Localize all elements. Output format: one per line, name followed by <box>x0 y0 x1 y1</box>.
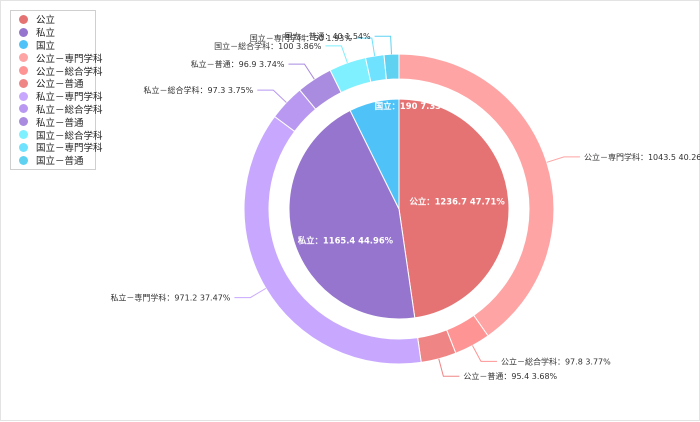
legend-item[interactable]: 私立－専門学科 <box>11 90 103 103</box>
legend-swatch <box>19 91 28 101</box>
legend-label: 公立－専門学科 <box>36 53 103 65</box>
legend-label: 国立－専門学科 <box>36 143 103 155</box>
leader-line-4 <box>257 89 287 103</box>
legend-item[interactable]: 国立－専門学科 <box>11 141 103 154</box>
outer-slice-label-7: 国立－専門学科：50 1.93% <box>250 33 353 43</box>
outer-slice-label-6: 国立－総合学科：100 3.86% <box>214 41 322 51</box>
inner-slice-1[interactable] <box>288 109 416 320</box>
chart-legend: 公立 私立 国立 公立－専門学科 公立－総合学科 公立－普通 私立－専門学科 私立－総合学科私… <box>10 10 103 170</box>
legend-item[interactable]: 国立 <box>11 39 95 52</box>
slice-labels: 公立：1236.7 47.71% 私立：1165.4 44.96% 国立：190 7… <box>110 31 700 381</box>
legend-label: 公立－普通 <box>36 79 84 91</box>
inner-slice-label-0: 公立：1236.7 47.71% <box>409 196 505 206</box>
inner-pie <box>288 98 510 320</box>
legend-item[interactable]: 私立－普通 <box>11 115 95 129</box>
legend-swatch <box>19 78 28 88</box>
legend-label: 私立－専門学科 <box>36 92 103 104</box>
legend-label: 私立 <box>36 28 56 40</box>
inner-slice-label-2: 国立：190 7.33% <box>375 101 450 111</box>
legend-swatch <box>19 53 28 63</box>
legend-swatch <box>19 155 28 165</box>
leader-lines <box>234 35 580 377</box>
leader-line-7 <box>355 37 376 56</box>
legend-label: 国立－普通 <box>36 156 84 168</box>
legend-item[interactable]: 公立－専門学科 <box>11 51 103 65</box>
legend-item[interactable]: 公立 <box>11 13 95 26</box>
legend-item[interactable]: 国立－総合学科 <box>11 128 103 142</box>
legend-label: 国立－総合学科 <box>36 130 103 142</box>
leader-line-5 <box>288 63 315 80</box>
outer-slice-8[interactable] <box>383 53 400 81</box>
legend-swatch <box>19 66 28 76</box>
outer-slice-label-4: 私立－総合学科：97.3 3.75% <box>144 85 254 95</box>
outer-slice-label-5: 私立－普通：96.9 3.74% <box>191 59 285 69</box>
legend-swatch <box>19 142 28 152</box>
legend-label: 私立－普通 <box>36 117 84 129</box>
outer-slice-label-2: 公立－普通：95.4 3.68% <box>463 371 557 381</box>
leader-line-3 <box>234 287 267 299</box>
legend-item[interactable]: 私立 <box>11 26 95 39</box>
outer-slice-label-3: 私立－専門学科：971.2 37.47% <box>110 293 230 303</box>
outer-slice-label-0: 公立－専門学科：1043.5 40.26% <box>584 152 700 162</box>
inner-slice-0[interactable] <box>398 98 510 319</box>
legend-swatch <box>19 130 28 140</box>
legend-item[interactable]: 国立－普通 <box>11 154 95 167</box>
leader-line-6 <box>325 45 348 64</box>
outer-ring <box>243 53 555 365</box>
legend-swatch <box>19 14 28 24</box>
legend-label: 私立－総合学科 <box>36 104 103 116</box>
legend-item[interactable]: 公立－普通 <box>11 77 95 90</box>
legend-item[interactable]: 私立－総合学科 <box>11 103 103 116</box>
inner-slice-2[interactable] <box>349 98 400 210</box>
outer-slice-label-1: 公立－総合学科：97.8 3.77% <box>501 356 611 366</box>
inner-slice-label-1: 私立：1165.4 44.96% <box>297 236 394 246</box>
legend-swatch <box>19 117 28 127</box>
outer-slice-label-8: 国立－普通：40 1.54% <box>284 31 371 41</box>
leader-line-8 <box>374 35 392 55</box>
leader-line-2 <box>438 358 460 377</box>
legend-label: 公立－総合学科 <box>36 66 103 78</box>
leader-line-1 <box>472 345 497 362</box>
legend-label: 公立 <box>36 15 56 27</box>
legend-swatch <box>19 27 28 37</box>
legend-swatch <box>19 104 28 114</box>
legend-swatch <box>19 40 28 50</box>
leader-line-0 <box>546 156 580 163</box>
legend-label: 国立 <box>36 41 56 52</box>
legend-item[interactable]: 公立－総合学科 <box>11 64 103 78</box>
